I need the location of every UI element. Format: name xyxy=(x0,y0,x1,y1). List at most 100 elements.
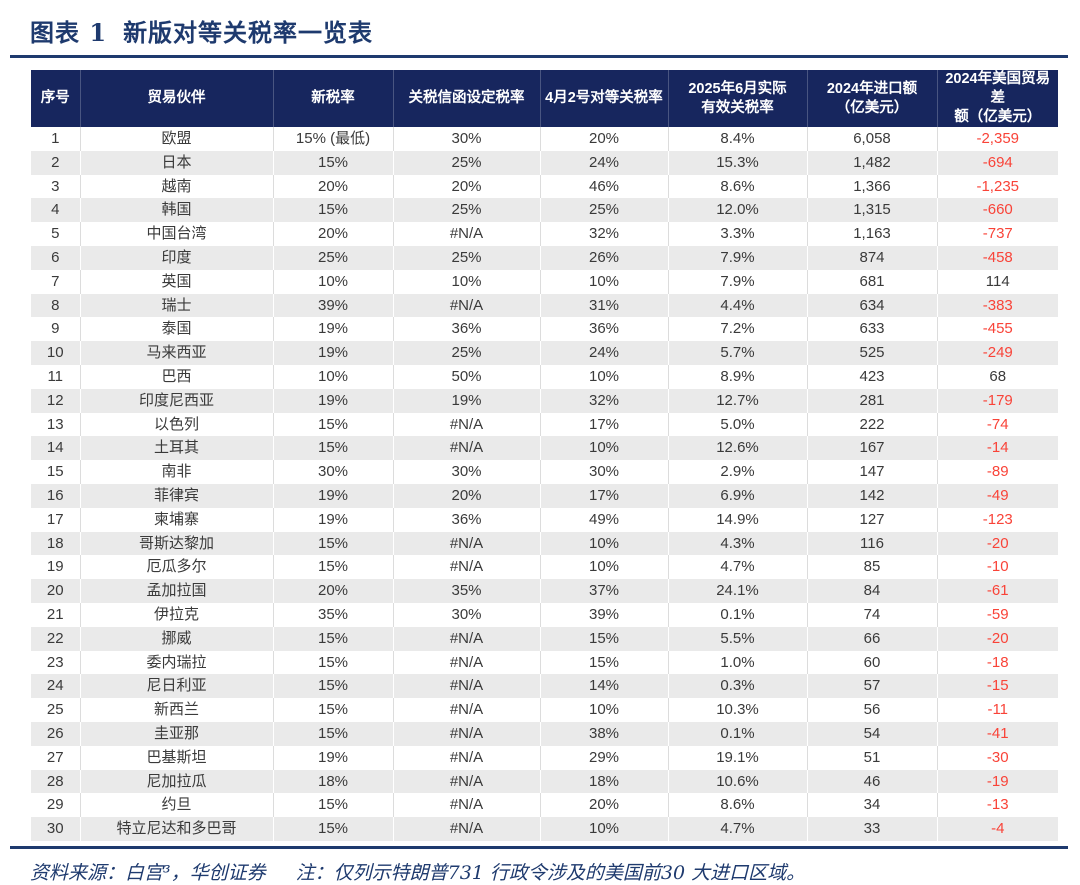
table-cell: #N/A xyxy=(392,698,540,722)
table-cell: #N/A xyxy=(392,412,540,437)
table-cell: 15% xyxy=(272,198,393,223)
table-cell: -1,235 xyxy=(936,174,1058,199)
table-cell: 马来西亚 xyxy=(79,341,273,365)
table-cell: 5.5% xyxy=(667,626,807,651)
table-row: 22 挪威 15% #N/A 15% 5.5% 66 -20 xyxy=(31,626,1058,651)
table-cell: -74 xyxy=(936,412,1058,437)
table-cell: 12 xyxy=(46,391,64,409)
table-cell: 24.1% xyxy=(667,579,807,603)
table-cell: #N/A xyxy=(392,721,540,746)
table-cell: 7 xyxy=(51,272,60,290)
table-cell: 49% xyxy=(539,507,668,532)
table-cell: 20% xyxy=(272,174,393,199)
table-cell: 孟加拉国 xyxy=(79,579,273,603)
table-cell: 15% xyxy=(272,531,393,556)
table-cell: 20% xyxy=(272,579,393,603)
table-cell: 17% xyxy=(539,412,668,437)
table-cell: 20% xyxy=(392,174,540,199)
table-cell: -383 xyxy=(936,293,1058,318)
table-cell: -249 xyxy=(936,341,1058,365)
table-cell: -41 xyxy=(936,721,1058,746)
table-cell: 85 xyxy=(806,555,937,580)
table-cell: 5.0% xyxy=(667,412,807,437)
table-cell: 29% xyxy=(539,745,668,770)
table-cell: 15% xyxy=(272,817,393,841)
table-cell: 3.3% xyxy=(667,222,807,246)
table-cell: 142 xyxy=(806,483,937,508)
table-cell: 0.1% xyxy=(667,602,807,627)
title-divider xyxy=(10,55,1068,58)
table-cell: -18 xyxy=(936,650,1058,675)
table-cell: 10% xyxy=(392,269,540,294)
table-cell: 19.1% xyxy=(667,745,807,770)
table-cell: 12.0% xyxy=(667,198,807,223)
table-row: 3 越南 20% 20% 46% 8.6% 1,366 -1,235 xyxy=(31,174,1058,199)
table-cell: 13 xyxy=(46,415,64,433)
table-cell: -13 xyxy=(936,793,1058,818)
table-cell: 5 xyxy=(51,225,60,243)
table-cell: 14% xyxy=(539,674,668,699)
table-cell: 35% xyxy=(392,579,540,603)
table-cell: 39% xyxy=(272,293,393,318)
table-cell: 21 xyxy=(46,605,64,623)
source-note: 资料来源：白宫³，华创证券 注：仅列示特朗普731 行政令涉及的美国前30 大进… xyxy=(30,858,1080,885)
table-cell: 15% xyxy=(539,650,668,675)
table-row: 19 厄瓜多尔 15% #N/A 10% 4.7% 85 -10 xyxy=(31,555,1058,580)
column-header-new-rate: 新税率 xyxy=(272,70,393,127)
table-row: 23 委内瑞拉 15% #N/A 15% 1.0% 60 -18 xyxy=(31,650,1058,675)
table-cell: 1 xyxy=(51,130,60,147)
table-cell: 1.0% xyxy=(667,650,807,675)
table-cell: 15% xyxy=(539,626,668,651)
table-cell: 日本 xyxy=(79,150,273,175)
table-cell: 4.7% xyxy=(667,817,807,841)
table-cell: 14.9% xyxy=(667,507,807,532)
table-cell: -737 xyxy=(936,222,1058,246)
table-cell: #N/A xyxy=(392,817,540,841)
table-cell: -20 xyxy=(936,626,1058,651)
tariff-table: 序号 贸易伙伴 新税率 关税信函设定税率 4月2号对等关税率 2025年6月实际… xyxy=(31,70,1058,841)
table-cell: 10% xyxy=(539,269,668,294)
table-cell: 15.3% xyxy=(667,150,807,175)
figure-title: 图表 1 新版对等关税率一览表 xyxy=(0,0,1080,48)
table-cell: 19% xyxy=(272,483,393,508)
table-cell: 10% xyxy=(539,555,668,580)
table-cell: 哥斯达黎加 xyxy=(79,531,273,556)
table-cell: 15% xyxy=(272,650,393,675)
table-cell: 3 xyxy=(51,177,60,195)
table-cell: 18 xyxy=(46,534,64,552)
table-cell: -49 xyxy=(936,483,1058,508)
table-cell: 37% xyxy=(539,579,668,603)
table-cell: 17 xyxy=(46,510,64,528)
table-cell: 68 xyxy=(936,364,1058,389)
table-row: 12 印度尼西亚 19% 19% 32% 12.7% 281 -179 xyxy=(31,388,1058,413)
table-cell: 10% xyxy=(539,531,668,556)
table-cell: 27 xyxy=(46,748,64,766)
table-cell: 15% xyxy=(272,793,393,818)
table-row: 24 尼日利亚 15% #N/A 14% 0.3% 57 -15 xyxy=(31,674,1058,699)
table-cell: 15% xyxy=(272,721,393,746)
table-cell: -59 xyxy=(936,602,1058,627)
table-cell: 525 xyxy=(806,341,937,365)
table-cell: 12.6% xyxy=(667,436,807,461)
table-row: 17 柬埔寨 19% 36% 49% 14.9% 127 -123 xyxy=(31,507,1058,532)
table-cell: 伊拉克 xyxy=(79,602,273,627)
table-cell: 8 xyxy=(51,296,60,314)
table-row: 4 韩国 15% 25% 25% 12.0% 1,315 -660 xyxy=(31,198,1058,223)
table-cell: 54 xyxy=(806,721,937,746)
table-cell: 15% xyxy=(272,626,393,651)
table-cell: 10 xyxy=(46,344,64,362)
column-header-letter-rate: 关税信函设定税率 xyxy=(392,70,540,127)
table-cell: 泰国 xyxy=(79,317,273,342)
column-header-imports: 2024年进口额 （亿美元） xyxy=(806,70,937,127)
table-cell: 32% xyxy=(539,388,668,413)
table-cell: -14 xyxy=(936,436,1058,461)
table-cell: 1,366 xyxy=(806,174,937,199)
table-cell: 7.9% xyxy=(667,245,807,270)
table-cell: 约旦 xyxy=(79,793,273,818)
table-cell: 20% xyxy=(539,127,668,151)
table-cell: 167 xyxy=(806,436,937,461)
table-cell: 35% xyxy=(272,602,393,627)
table-cell: 15% xyxy=(272,555,393,580)
table-row: 28 尼加拉瓜 18% #N/A 18% 10.6% 46 -19 xyxy=(31,769,1058,794)
table-cell: 34 xyxy=(806,793,937,818)
